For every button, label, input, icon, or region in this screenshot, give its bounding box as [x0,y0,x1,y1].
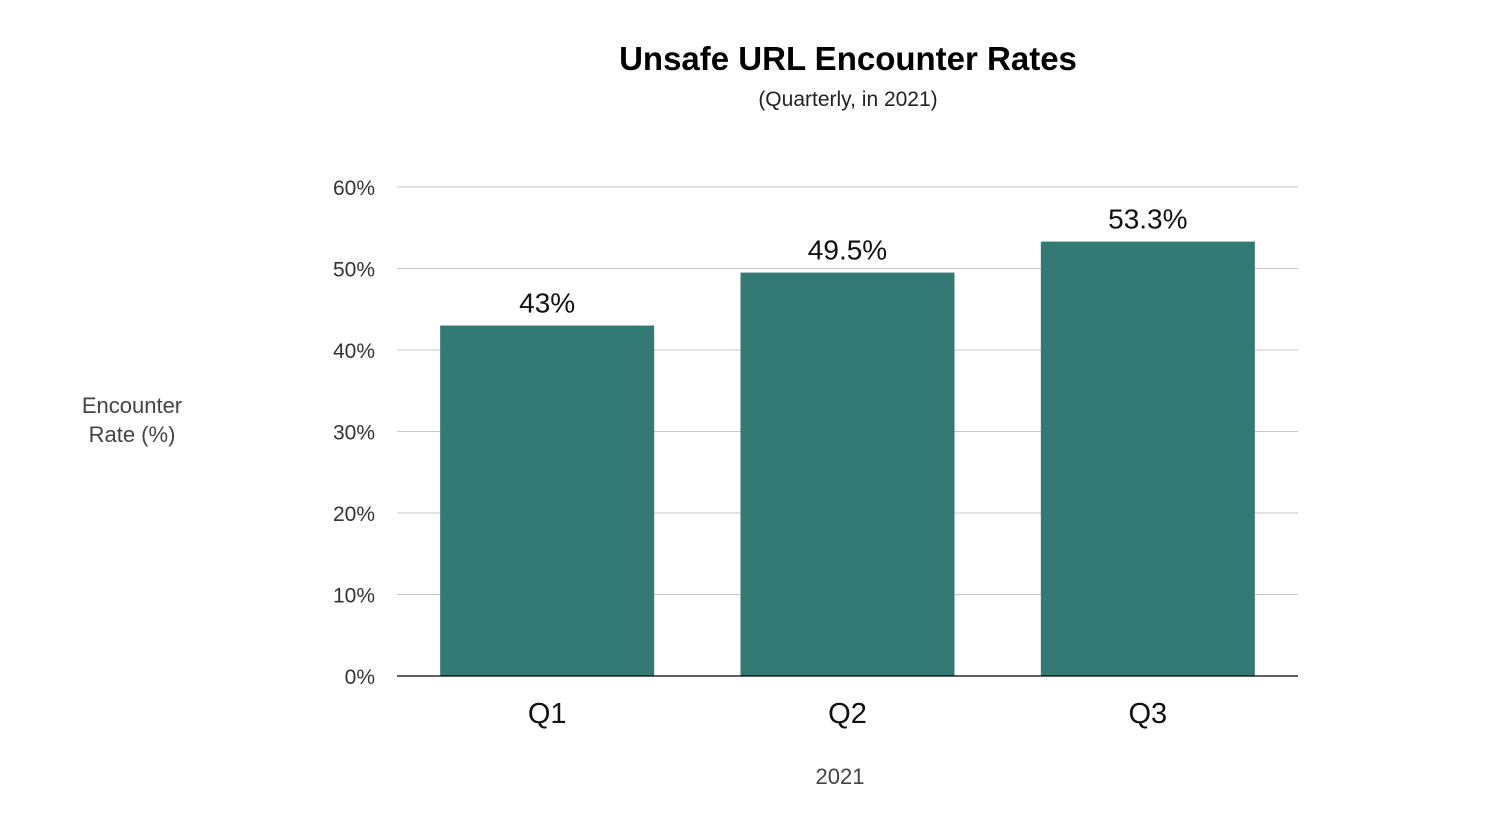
y-tick-labels: 0% 10% 20% 30% 40% 50% 60% [333,177,375,689]
y-tick-label: 10% [333,585,375,608]
y-tick-label: 0% [345,666,375,689]
data-label: 49.5% [808,235,887,266]
y-axis-label-line-1: Encounter [81,393,183,418]
y-axis-label: Encounter Rate (%) [48,391,216,449]
x-tick-label: Q3 [1128,698,1167,730]
y-tick-label: 40% [333,340,375,363]
bar-q3 [1040,241,1255,677]
x-axis-title: 2021 [815,764,865,789]
data-label: 43% [519,288,575,319]
y-tick-label: 60% [333,177,375,200]
y-tick-label: 20% [333,503,375,526]
y-tick-label: 30% [333,422,375,445]
data-labels: 43% 49.5% 53.3% [519,204,1187,319]
bar-q2 [740,272,955,676]
bar-q1 [440,325,655,676]
y-tick-label: 50% [333,259,375,282]
x-tick-label: Q2 [828,698,867,730]
data-label: 53.3% [1108,204,1187,235]
bars [440,241,1255,677]
x-tick-labels: Q1 Q2 Q3 [528,698,1167,730]
x-tick-label: Q1 [528,698,567,730]
y-axis-label-line-2: Rate (%) [88,422,176,447]
chart-subtitle: (Quarterly, in 2021) [758,88,938,111]
chart-title: Unsafe URL Encounter Rates [619,40,1077,77]
